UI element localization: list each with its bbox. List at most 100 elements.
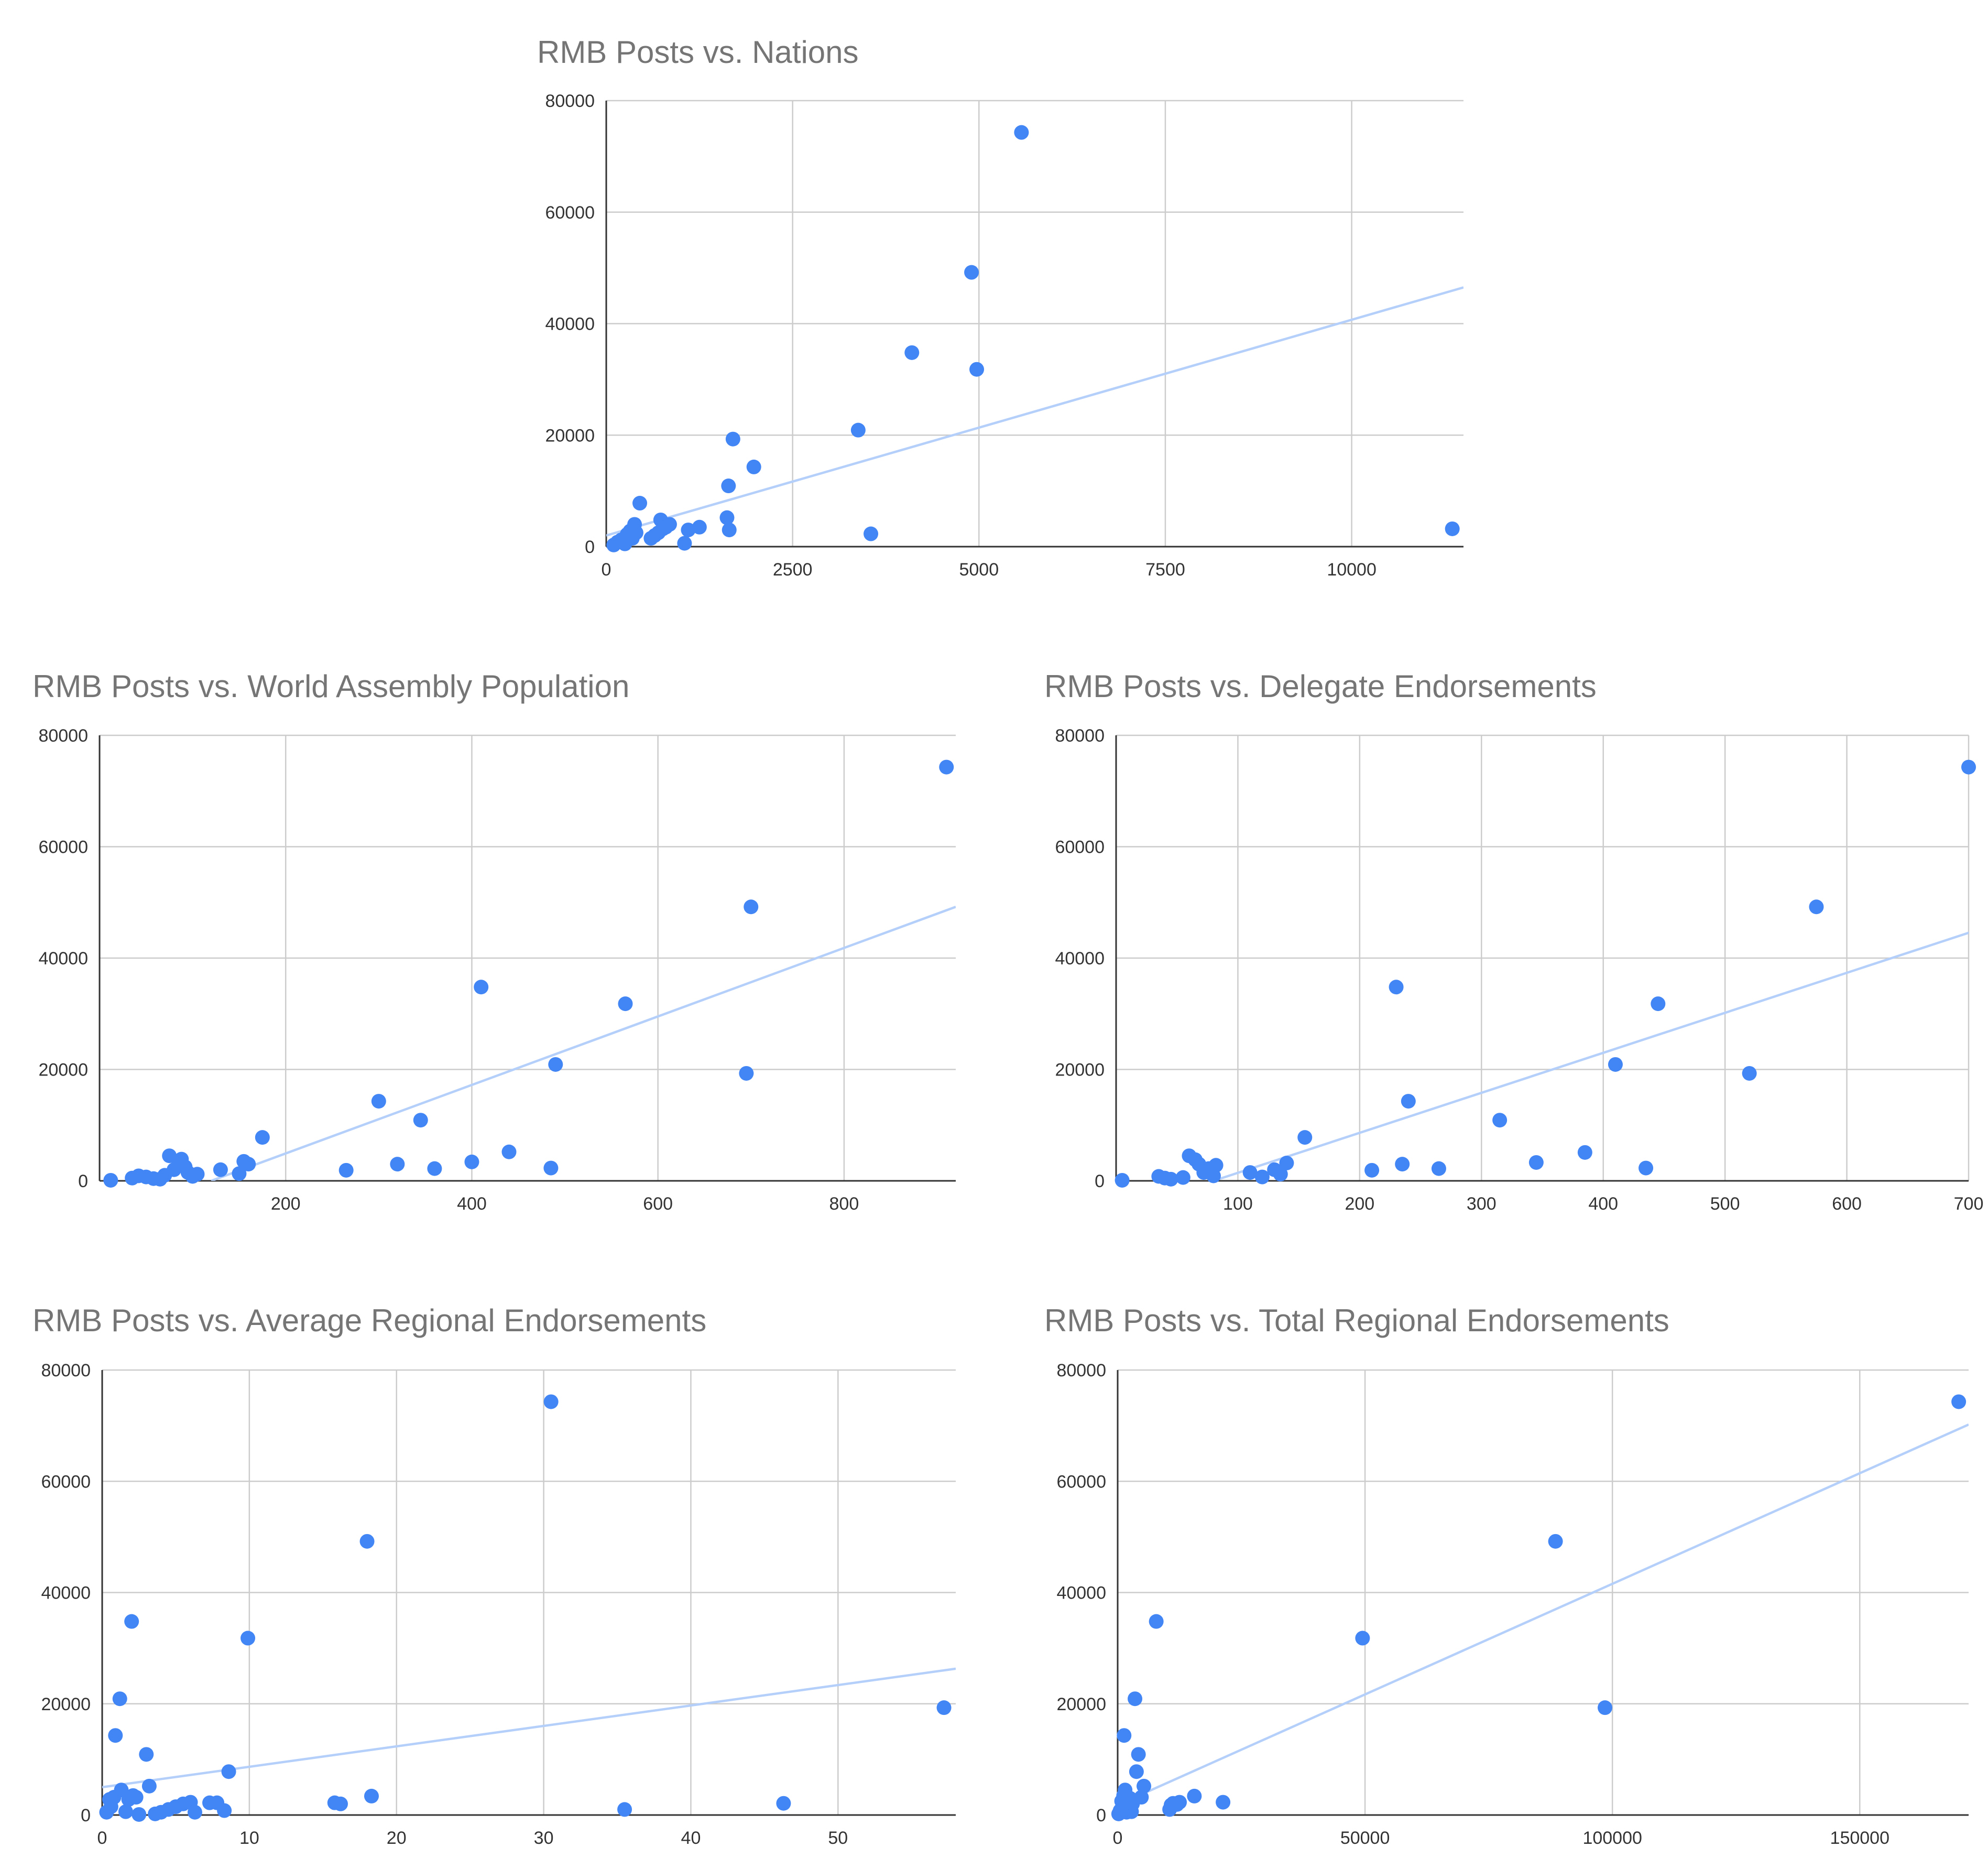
y-tick-label: 60000 bbox=[38, 838, 88, 857]
data-point bbox=[864, 526, 879, 541]
y-tick-label: 0 bbox=[585, 537, 595, 557]
data-point bbox=[1598, 1700, 1613, 1715]
data-point bbox=[1208, 1158, 1224, 1173]
chart-2: RMB Posts vs. World Assembly Population 0… bbox=[32, 669, 956, 1214]
x-tick-label: 50 bbox=[828, 1828, 848, 1848]
data-point bbox=[618, 996, 633, 1012]
data-point bbox=[662, 517, 677, 532]
data-point bbox=[677, 536, 692, 551]
trendline bbox=[606, 286, 1463, 537]
data-point bbox=[1492, 1113, 1508, 1128]
data-point bbox=[548, 1057, 563, 1072]
data-point bbox=[1242, 1165, 1258, 1180]
data-point bbox=[364, 1788, 379, 1803]
y-tick-label: 40000 bbox=[41, 1583, 91, 1603]
data-point bbox=[1216, 1795, 1231, 1810]
x-tick-label: 20 bbox=[387, 1828, 407, 1848]
data-point bbox=[1742, 1066, 1757, 1081]
trendline bbox=[211, 906, 956, 1181]
data-point bbox=[1149, 1614, 1164, 1629]
data-point bbox=[333, 1796, 348, 1811]
data-point bbox=[464, 1154, 479, 1169]
data-point bbox=[427, 1161, 442, 1176]
y-tick-label: 0 bbox=[1096, 1806, 1106, 1825]
trendline bbox=[1118, 1423, 1969, 1807]
x-tick-label: 30 bbox=[534, 1828, 554, 1848]
y-tick-label: 20000 bbox=[1056, 1694, 1106, 1714]
y-tick-label: 20000 bbox=[1055, 1060, 1105, 1080]
x-tick-label: 0 bbox=[602, 560, 611, 580]
data-point bbox=[232, 1166, 247, 1181]
data-point bbox=[628, 525, 643, 540]
y-tick-label: 60000 bbox=[1055, 838, 1105, 857]
data-point bbox=[217, 1803, 232, 1818]
data-point bbox=[1548, 1534, 1563, 1549]
data-point bbox=[1389, 980, 1404, 995]
x-tick-label: 10 bbox=[239, 1828, 259, 1848]
data-point bbox=[213, 1162, 228, 1177]
data-point bbox=[187, 1805, 202, 1820]
x-tick-label: 100000 bbox=[1582, 1828, 1642, 1848]
data-point bbox=[936, 1700, 952, 1715]
data-point bbox=[1163, 1171, 1178, 1187]
data-point bbox=[904, 345, 920, 360]
x-tick-label: 0 bbox=[97, 1828, 107, 1848]
trendline bbox=[1213, 931, 1969, 1181]
data-point bbox=[739, 1066, 754, 1081]
y-tick-label: 0 bbox=[1095, 1171, 1105, 1191]
x-tick-label: 2500 bbox=[773, 560, 813, 580]
data-point bbox=[969, 362, 985, 377]
data-point bbox=[1131, 1747, 1146, 1762]
data-point bbox=[939, 759, 954, 775]
x-tick-label: 0 bbox=[1113, 1828, 1123, 1848]
y-tick-label: 40000 bbox=[545, 314, 595, 334]
y-tick-label: 0 bbox=[78, 1171, 88, 1191]
data-point bbox=[1014, 125, 1029, 140]
y-tick-label: 40000 bbox=[38, 949, 88, 969]
data-point bbox=[964, 265, 979, 280]
y-tick-label: 80000 bbox=[1055, 726, 1105, 746]
data-point bbox=[241, 1631, 256, 1646]
data-point bbox=[1577, 1145, 1592, 1160]
data-point bbox=[118, 1804, 133, 1819]
y-tick-label: 40000 bbox=[1056, 1583, 1106, 1603]
data-point bbox=[241, 1157, 256, 1172]
data-point bbox=[112, 1691, 127, 1707]
data-point bbox=[1273, 1167, 1288, 1182]
data-point bbox=[692, 519, 707, 535]
y-tick-label: 20000 bbox=[38, 1060, 88, 1080]
data-point bbox=[338, 1162, 354, 1178]
x-tick-label: 700 bbox=[1954, 1194, 1984, 1214]
x-tick-label: 600 bbox=[1832, 1194, 1862, 1214]
data-point bbox=[1355, 1631, 1370, 1646]
y-tick-label: 20000 bbox=[41, 1694, 91, 1714]
data-point bbox=[1254, 1169, 1270, 1185]
data-point bbox=[501, 1144, 517, 1159]
data-point bbox=[1137, 1778, 1152, 1794]
data-point bbox=[1129, 1764, 1144, 1779]
data-point bbox=[1395, 1157, 1410, 1172]
x-tick-label: 10000 bbox=[1327, 560, 1377, 580]
y-tick-label: 20000 bbox=[545, 426, 595, 445]
data-point bbox=[632, 496, 648, 511]
x-tick-label: 200 bbox=[271, 1194, 301, 1214]
y-tick-label: 60000 bbox=[1056, 1472, 1106, 1492]
chart-4: RMB Posts vs. Average Regional Endorseme… bbox=[32, 1303, 956, 1848]
data-point bbox=[1639, 1160, 1654, 1176]
x-tick-label: 5000 bbox=[959, 560, 999, 580]
data-point bbox=[1528, 1155, 1544, 1170]
data-point bbox=[139, 1747, 154, 1762]
data-point bbox=[722, 523, 737, 538]
data-point bbox=[132, 1807, 147, 1822]
data-point bbox=[413, 1113, 428, 1128]
chart-5: RMB Posts vs. Total Regional Endorsement… bbox=[1044, 1303, 1969, 1848]
x-tick-label: 300 bbox=[1467, 1194, 1497, 1214]
data-point bbox=[1961, 759, 1976, 775]
data-point bbox=[1128, 1691, 1143, 1707]
data-point bbox=[746, 459, 761, 474]
y-tick-label: 0 bbox=[81, 1806, 91, 1825]
data-point bbox=[1117, 1728, 1132, 1743]
data-point bbox=[1279, 1156, 1294, 1170]
chart-title: RMB Posts vs. Nations bbox=[537, 35, 859, 70]
